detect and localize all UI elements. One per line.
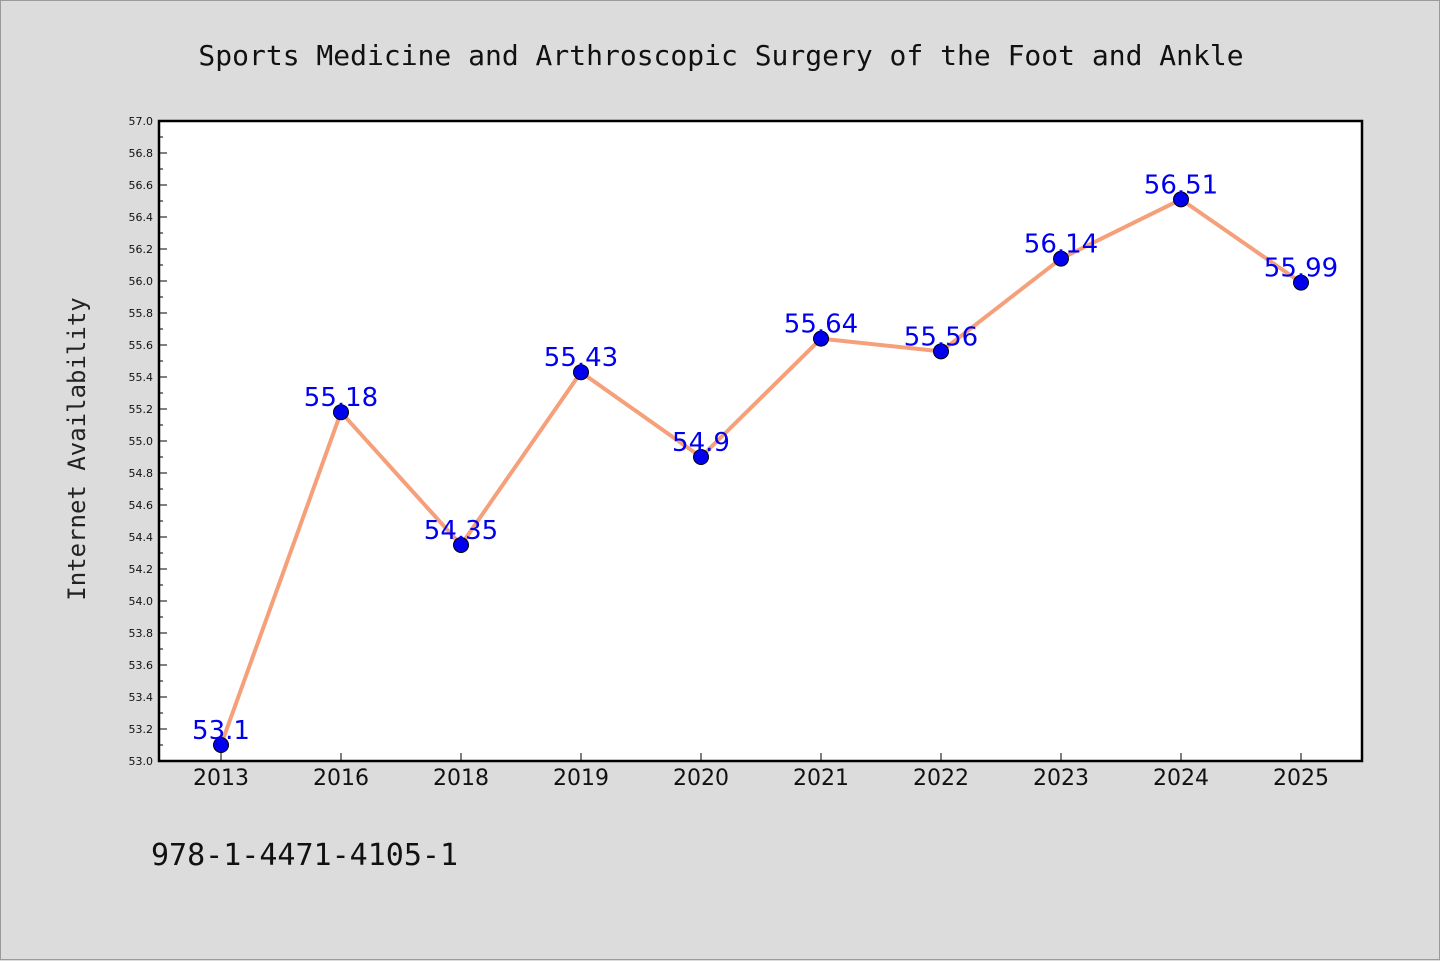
plot-area bbox=[157, 119, 1364, 763]
data-label: 56.51 bbox=[1144, 170, 1218, 200]
data-label: 56.14 bbox=[1024, 230, 1098, 260]
y-tick-label: 56.6 bbox=[129, 179, 154, 192]
series-line: 53.1 55.18 54.35 55.43 54.9 55.64 55.56 56.14 56… bbox=[192, 170, 1338, 753]
y-tick-label: 56.2 bbox=[129, 243, 154, 256]
data-label: 55.18 bbox=[304, 383, 378, 413]
data-label: 53.1 bbox=[192, 716, 250, 746]
x-tick-label: 2022 bbox=[913, 766, 969, 791]
data-point bbox=[333, 404, 349, 421]
y-tick-label: 53.0 bbox=[129, 755, 154, 768]
y-tick-label: 54.0 bbox=[129, 595, 154, 608]
data-point bbox=[813, 330, 829, 347]
y-tick-label: 56.0 bbox=[129, 275, 154, 288]
y-tick-label: 55.6 bbox=[129, 339, 154, 352]
data-label: 55.99 bbox=[1264, 254, 1338, 284]
x-axis: 2013 2016 2018 2019 2020 2021 2022 2023 2024 2025 bbox=[193, 753, 1329, 791]
data-label: 55.56 bbox=[904, 322, 978, 352]
data-label: 55.64 bbox=[784, 310, 858, 340]
y-tick-label: 53.2 bbox=[129, 723, 154, 736]
data-point bbox=[573, 364, 589, 381]
series-polyline bbox=[219, 197, 1303, 746]
data-point bbox=[1293, 274, 1309, 291]
data-label: 54.9 bbox=[672, 428, 730, 458]
data-point bbox=[693, 449, 709, 465]
x-tick-label: 2019 bbox=[553, 766, 609, 791]
x-tick-label: 2025 bbox=[1273, 766, 1329, 791]
data-point bbox=[213, 737, 229, 753]
y-tick-label: 55.8 bbox=[129, 307, 154, 320]
chart-title: Sports Medicine and Arthroscopic Surgery… bbox=[198, 39, 1243, 72]
y-tick-label: 53.8 bbox=[129, 627, 154, 640]
x-tick-label: 2020 bbox=[673, 766, 729, 791]
x-tick-label: 2021 bbox=[793, 766, 849, 791]
data-label: 55.43 bbox=[544, 343, 618, 373]
y-tick-label: 56.4 bbox=[129, 211, 154, 224]
data-point bbox=[933, 343, 949, 360]
y-tick-label: 57.0 bbox=[129, 115, 154, 128]
data-point bbox=[1053, 250, 1069, 267]
y-tick-label: 54.2 bbox=[129, 563, 154, 576]
y-tick-label: 53.6 bbox=[129, 659, 154, 672]
x-tick-label: 2016 bbox=[313, 766, 369, 791]
isbn-footnote: 978-1-4471-4105-1 bbox=[151, 838, 458, 873]
y-tick-label: 55.2 bbox=[129, 403, 154, 416]
x-tick-label: 2018 bbox=[433, 766, 489, 791]
y-axis: 53.0 53.2 53.4 53.6 53.8 54.0 54.2 54.4 54.6 54.8… bbox=[129, 115, 167, 768]
x-tick-label: 2024 bbox=[1153, 766, 1209, 791]
y-tick-label: 54.4 bbox=[129, 531, 154, 544]
y-tick-label: 56.8 bbox=[129, 147, 154, 160]
y-axis-label: Internet Availability bbox=[63, 297, 91, 600]
data-point bbox=[1173, 191, 1189, 208]
y-tick-label: 54.6 bbox=[129, 499, 154, 512]
y-tick-label: 55.0 bbox=[129, 435, 154, 448]
x-tick-label: 2023 bbox=[1033, 766, 1089, 791]
y-tick-label: 54.8 bbox=[129, 467, 154, 480]
data-point bbox=[453, 537, 469, 553]
y-tick-label: 53.4 bbox=[129, 691, 154, 704]
y-tick-label: 55.4 bbox=[129, 371, 154, 384]
x-tick-label: 2013 bbox=[193, 766, 249, 791]
data-label: 54.35 bbox=[424, 516, 498, 546]
